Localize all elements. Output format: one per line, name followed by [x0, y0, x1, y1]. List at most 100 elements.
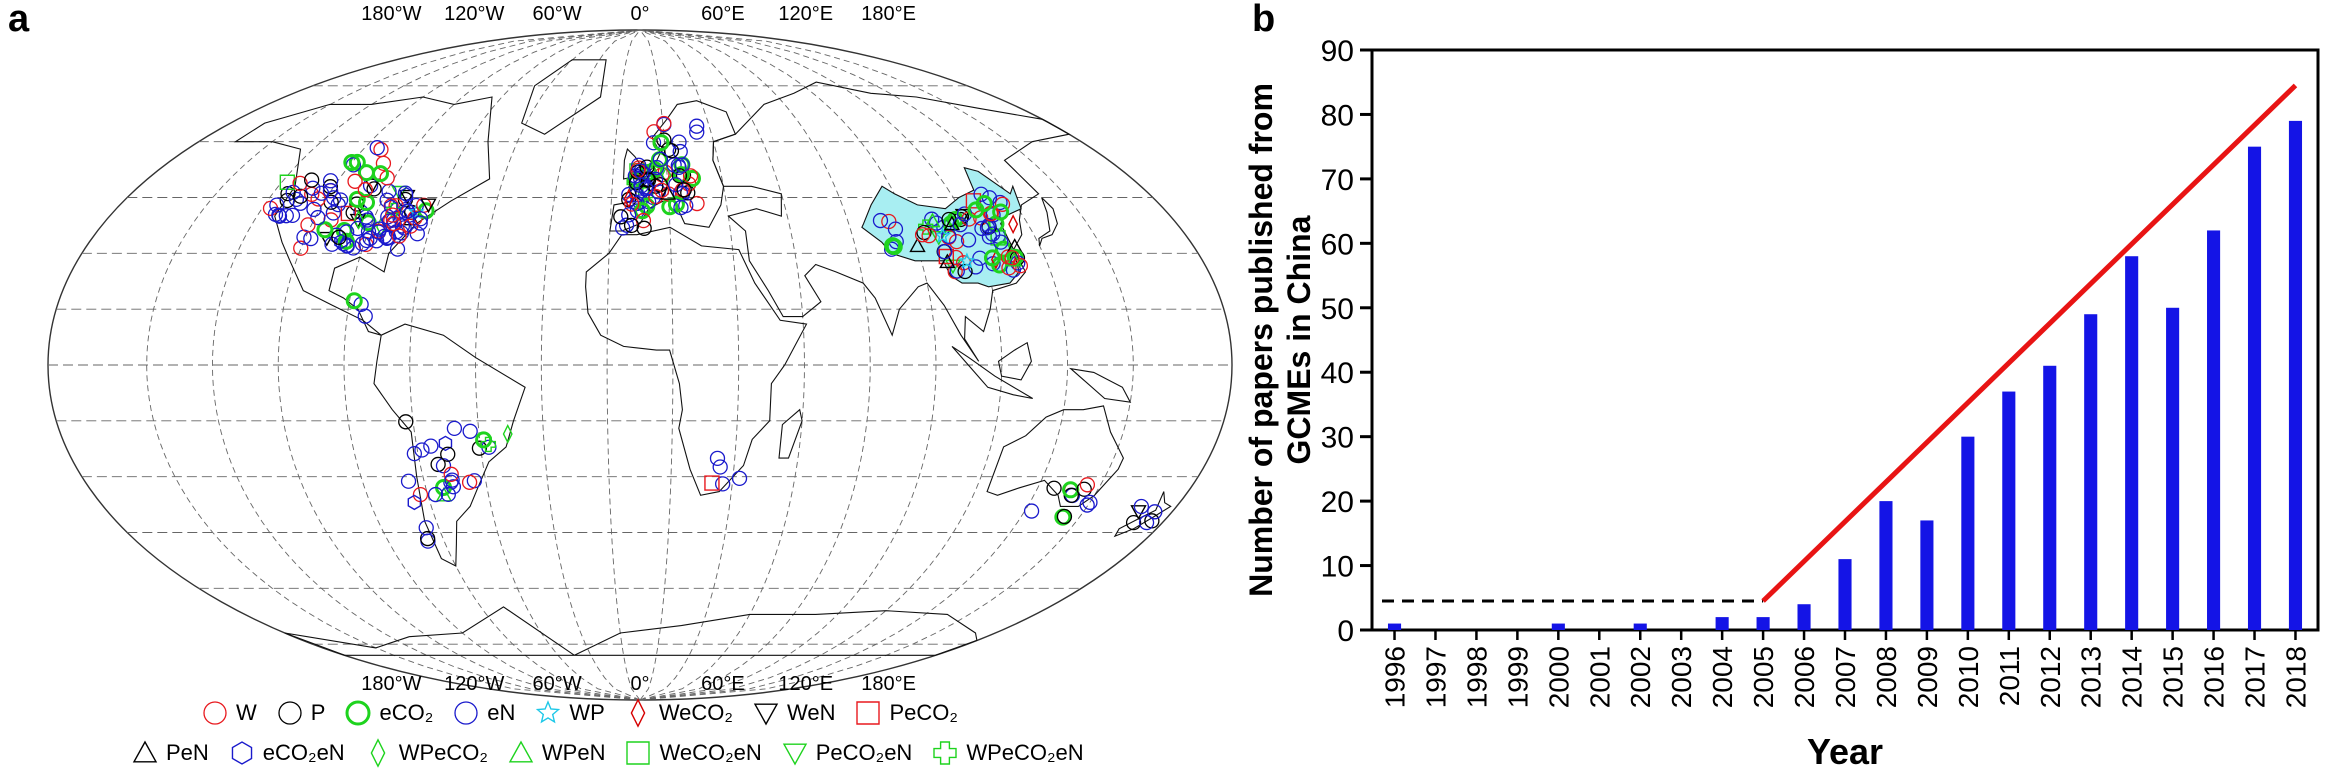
lon-label-top: 180°E	[861, 3, 916, 25]
study-site-marker	[443, 466, 459, 482]
study-site-marker	[444, 472, 460, 488]
legend-label: WeCO₂eN	[659, 740, 762, 765]
study-site-marker	[952, 217, 968, 233]
bar-2017	[2247, 146, 2262, 630]
study-site-marker	[652, 134, 670, 152]
study-site-marker	[645, 135, 662, 151]
map-continents	[233, 59, 1172, 656]
map-longitude-labels: 180°W 120°W 60°W 0° 60°E 120°E 180°E 180°W 120°W…	[361, 3, 916, 695]
triangle-marker-icon	[132, 740, 158, 763]
study-site-marker	[621, 207, 637, 223]
lon-label-bottom: 120°W	[444, 673, 504, 695]
study-site-marker	[958, 252, 976, 269]
study-site-marker	[624, 196, 640, 212]
study-site-marker	[475, 431, 493, 449]
legend-marker	[132, 740, 158, 763]
study-site-marker	[412, 215, 428, 231]
study-site-marker	[418, 520, 434, 536]
study-site-marker	[1006, 251, 1023, 267]
study-site-marker	[399, 189, 416, 205]
study-site-marker	[673, 199, 689, 216]
study-site-marker	[389, 241, 406, 257]
continent-antarctica	[284, 606, 978, 656]
study-site-marker	[461, 474, 478, 490]
study-site-marker	[419, 530, 436, 547]
study-site-marker	[400, 473, 417, 489]
x-tick-label: 2001	[1584, 646, 1615, 708]
study-site-marker	[334, 233, 348, 250]
bar-2004	[1715, 617, 1729, 630]
study-site-marker	[921, 228, 937, 244]
legend-marker	[278, 701, 302, 725]
chart-axes	[1360, 48, 2320, 640]
x-tick-label: 2008	[1871, 646, 1902, 708]
study-site-marker	[981, 229, 998, 245]
legend-label: WPeN	[541, 740, 606, 765]
study-site-marker	[366, 181, 382, 197]
x-tick-label: 1996	[1380, 646, 1411, 708]
meridian-line	[606, 29, 641, 701]
study-site-marker	[288, 191, 305, 208]
study-site-marker	[985, 207, 1001, 223]
legend-label: WPeCO₂	[398, 740, 488, 765]
study-site-marker	[322, 173, 339, 189]
study-site-marker	[359, 232, 375, 249]
study-site-marker	[937, 244, 953, 260]
y-tick-label: 80	[1321, 99, 1354, 132]
study-site-marker	[325, 205, 342, 221]
study-site-marker	[306, 201, 322, 218]
cross-marker-icon	[933, 741, 958, 765]
study-site-marker	[1133, 498, 1150, 515]
study-site-marker	[618, 217, 635, 233]
study-site-marker	[659, 185, 677, 200]
study-site-marker	[292, 188, 309, 204]
lon-label-bottom: 120°E	[778, 673, 833, 695]
study-site-marker	[672, 143, 688, 160]
x-tick-label: 2004	[1707, 646, 1738, 708]
study-site-marker	[375, 155, 392, 171]
x-axis-label: Year	[1807, 731, 1883, 772]
x-tick-label: 1999	[1502, 646, 1533, 708]
study-site-marker	[957, 263, 973, 280]
continent-madagascar	[778, 408, 803, 459]
study-site-marker	[1008, 214, 1019, 235]
study-site-marker	[1130, 505, 1147, 520]
continent-north-america	[233, 96, 493, 336]
study-site-marker	[423, 438, 439, 454]
legend-marker	[508, 740, 534, 763]
chart-labels: 0 10 20 30 40 50 60 70 80 90 1996 1997 1998 1999 2000 2…	[1243, 35, 2311, 772]
legend-item: P	[275, 698, 325, 728]
bar-2009	[1920, 520, 1934, 630]
x-tick-label: 1998	[1461, 646, 1492, 708]
continent-japan	[1038, 197, 1058, 247]
lon-label-bottom: 180°E	[861, 673, 916, 695]
study-site-marker	[654, 182, 670, 199]
continent-south-america	[373, 323, 526, 567]
y-tick-label: 10	[1321, 551, 1354, 584]
study-site-marker	[292, 195, 309, 211]
legend-label: eN	[487, 700, 516, 725]
meridian-line	[409, 29, 641, 701]
study-site-marker	[715, 476, 731, 492]
world-map: 180°W 120°W 60°W 0° 60°E 120°E 180°E 180°W 120°W…	[47, 3, 1233, 701]
x-tick-label: 2007	[1830, 646, 1861, 708]
bar-2006	[1797, 604, 1811, 630]
study-site-marker	[414, 442, 430, 458]
legend-item: eCO₂	[343, 698, 433, 728]
panel-b-letter: b	[1252, 0, 1276, 40]
study-site-marker	[1079, 477, 1096, 493]
x-tick-label: 1997	[1420, 646, 1451, 708]
legend-item: WeCO₂eN	[623, 738, 762, 768]
bar-2011	[2002, 391, 2016, 630]
study-site-marker	[406, 445, 423, 462]
meridian-line	[639, 29, 871, 701]
legend-label: WPeCO₂eN	[966, 740, 1084, 765]
y-axis-label-line1: Number of papers published from	[1243, 83, 1279, 597]
study-site-marker	[438, 435, 453, 452]
study-site-marker	[992, 203, 1010, 221]
x-tick-label: 2009	[1912, 646, 1943, 708]
study-site-marker	[384, 207, 401, 223]
study-site-marker	[369, 140, 385, 156]
study-site-marker	[638, 181, 654, 197]
